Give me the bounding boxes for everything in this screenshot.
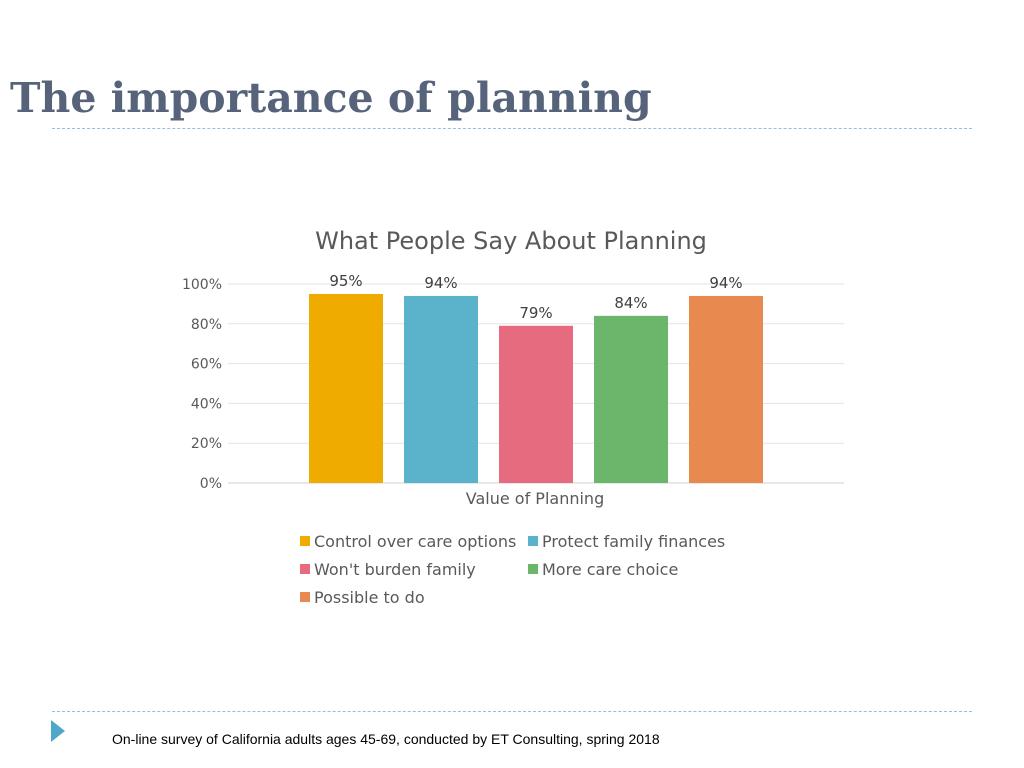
legend-entry: More care choice <box>542 560 678 579</box>
legend-entry: Protect family finances <box>542 532 725 551</box>
bar <box>689 295 763 483</box>
legend-swatch <box>300 536 310 546</box>
bottom-divider <box>52 711 972 712</box>
y-tick-label: 80% <box>191 317 222 333</box>
bar <box>309 293 383 483</box>
top-divider <box>52 128 972 129</box>
legend-swatch <box>300 564 310 574</box>
bar <box>404 295 478 483</box>
legend-swatch <box>300 592 310 602</box>
data-label: 95% <box>329 272 362 290</box>
data-label: 84% <box>614 294 647 312</box>
x-axis-label: Value of Planning <box>466 489 604 508</box>
y-tick-label: 40% <box>191 396 222 412</box>
y-tick-label: 0% <box>200 476 222 492</box>
legend-entry: Control over care options <box>314 532 516 551</box>
y-tick-label: 20% <box>191 436 222 452</box>
legend-entry: Possible to do <box>314 588 425 607</box>
footer-arrow-icon <box>51 720 65 742</box>
data-label: 94% <box>709 274 742 292</box>
legend-swatch <box>528 536 538 546</box>
data-label: 94% <box>424 274 457 292</box>
footer-source-note: On-line survey of California adults ages… <box>112 731 660 747</box>
bar <box>594 315 668 483</box>
legend-entry: Won't burden family <box>314 560 476 579</box>
bar <box>499 325 573 483</box>
y-tick-label: 60% <box>191 357 222 373</box>
y-tick-label: 100% <box>182 277 222 293</box>
data-label: 79% <box>519 304 552 322</box>
chart-title: What People Say About Planning <box>315 227 707 255</box>
slide-title: The importance of planning <box>10 74 652 122</box>
legend-swatch <box>528 564 538 574</box>
